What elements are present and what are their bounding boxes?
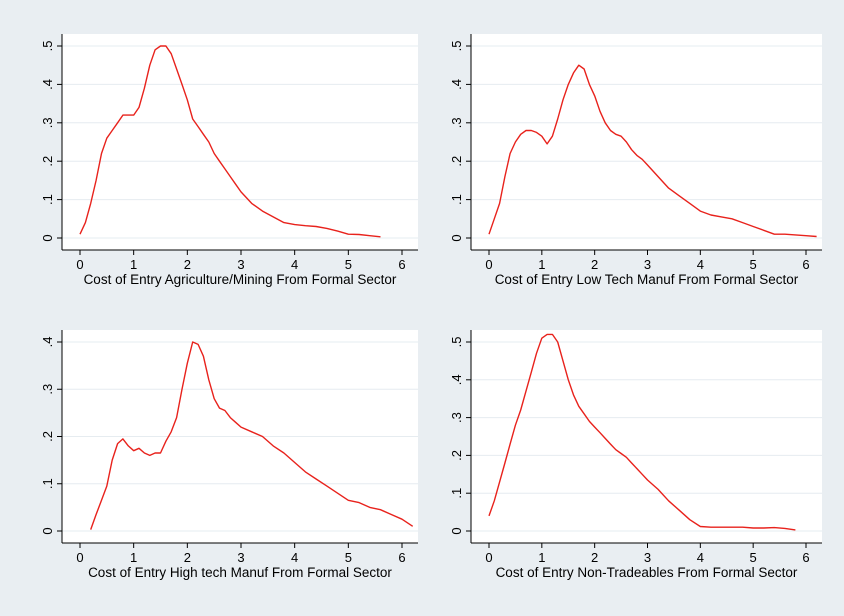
- x-tick-label: 5: [345, 550, 352, 565]
- y-tick-label: .4: [40, 337, 55, 348]
- chart-panel-3: 0 .1 .2 .3 .4 0 1 2 3 4 5 6 Cost of Entry High tech …: [40, 330, 418, 580]
- x-tick-label: 2: [184, 550, 191, 565]
- density-line: [488, 64, 817, 238]
- y-tick-label: .3: [449, 117, 464, 128]
- y-tick-label: .1: [40, 478, 55, 489]
- x-tick-label: 0: [485, 550, 492, 565]
- y-tick-label: .1: [449, 194, 464, 205]
- y-tick-label: .2: [449, 156, 464, 167]
- x-tick-label: 1: [130, 257, 137, 272]
- y-tick-label: 0: [449, 234, 464, 241]
- y-tick-label: .1: [40, 194, 55, 205]
- x-tick-label: 4: [697, 257, 704, 272]
- y-tick-label: .4: [40, 79, 55, 90]
- x-tick-label: 0: [485, 257, 492, 272]
- y-tick-label: .3: [40, 117, 55, 128]
- y-tick-label: .1: [449, 488, 464, 499]
- x-tick-label: 6: [398, 257, 405, 272]
- chart-panel-4: 0 .1 .2 .3 .4 .5 0 1 2 3 4 5 6 Cost of Entry Non-Trad…: [449, 330, 822, 580]
- x-axis-title: Cost of Entry Agriculture/Mining From Fo…: [84, 272, 397, 287]
- x-tick-label: 0: [76, 550, 83, 565]
- y-tick-label: .5: [449, 41, 464, 52]
- x-axis-title: Cost of Entry Low Tech Manuf From Formal…: [495, 272, 799, 287]
- y-tick-label: .5: [40, 41, 55, 52]
- x-tick-label: 3: [644, 257, 651, 272]
- x-tick-label: 2: [184, 257, 191, 272]
- x-tick-label: 2: [591, 550, 598, 565]
- y-tick-label: .2: [40, 156, 55, 167]
- x-tick-label: 3: [237, 257, 244, 272]
- x-tick-label: 1: [538, 257, 545, 272]
- plot-area: [62, 34, 418, 250]
- y-tick-label: .3: [40, 384, 55, 395]
- density-line: [79, 45, 381, 238]
- x-tick-label: 1: [130, 550, 137, 565]
- x-tick-label: 4: [697, 550, 704, 565]
- x-tick-label: 4: [291, 257, 298, 272]
- x-tick-label: 1: [538, 550, 545, 565]
- y-tick-label: .3: [449, 412, 464, 423]
- x-tick-label: 5: [345, 257, 352, 272]
- x-tick-label: 5: [750, 550, 757, 565]
- x-tick-label: 6: [398, 550, 405, 565]
- x-tick-label: 2: [591, 257, 598, 272]
- plot-area: [471, 330, 822, 543]
- y-tick-label: .2: [449, 450, 464, 461]
- y-tick-label: .2: [40, 431, 55, 442]
- density-line: [90, 341, 414, 530]
- density-line: [488, 333, 796, 531]
- y-tick-label: .5: [449, 337, 464, 348]
- x-axis-title: Cost of Entry High tech Manuf From Forma…: [88, 565, 392, 580]
- y-tick-label: .4: [449, 374, 464, 385]
- y-tick-label: 0: [40, 234, 55, 241]
- x-tick-label: 6: [802, 257, 809, 272]
- x-tick-label: 0: [76, 257, 83, 272]
- x-tick-label: 6: [802, 550, 809, 565]
- x-tick-label: 4: [291, 550, 298, 565]
- x-tick-label: 3: [237, 550, 244, 565]
- y-tick-label: 0: [449, 527, 464, 534]
- x-axis-title: Cost of Entry Non-Tradeables From Formal…: [496, 565, 798, 580]
- y-tick-label: .4: [449, 79, 464, 90]
- y-tick-label: 0: [40, 527, 55, 534]
- x-tick-label: 3: [644, 550, 651, 565]
- plot-area: [471, 34, 822, 250]
- x-tick-label: 5: [750, 257, 757, 272]
